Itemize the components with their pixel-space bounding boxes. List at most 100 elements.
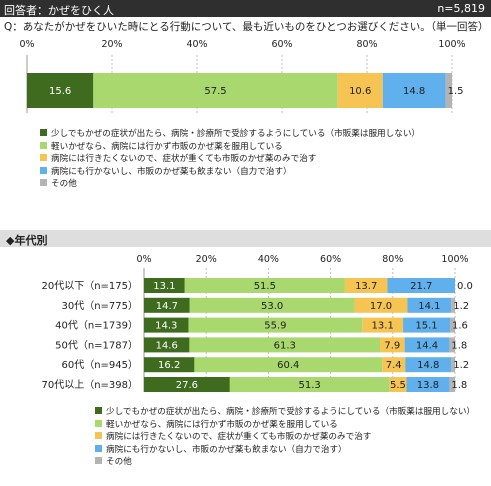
age-legend-label: その他 [106,457,132,467]
age-data-label: 13.8 [417,380,439,391]
age-tick-label: 100% [441,254,468,265]
age-data-label: 14.3 [155,321,177,332]
age-data-label: 1.8 [451,380,467,391]
total-tick-label: 80% [356,39,377,50]
total-bar-segment [27,73,94,108]
age-legend-label: 病院にも行かないし、市販のかぜ薬も飲まない（自力で治す） [106,444,347,455]
total-bar-segment [382,73,446,108]
age-bar-segment [344,278,388,293]
age-data-label: 17.0 [370,301,392,312]
age-bar-segment [184,278,345,293]
total-tick-label: 20% [101,39,122,50]
total-legend-item: その他 [40,178,420,191]
total-legend-label: その他 [51,179,77,189]
total-legend-item: 少しでもかぜの症状が出たら、病院・診療所で受診するようにしている（市販薬は服用し… [40,128,420,141]
total-tick-label: 40% [186,39,207,50]
age-bar-segment [389,377,407,392]
age-bar-segment [451,357,455,373]
age-row-label: 50代（n=1787） [55,339,138,351]
age-bar-segment [188,317,363,333]
total-legend-label: 病院には行きたくないので、症状が重くても市販のかぜ薬のみで治す [51,154,317,164]
age-data-label: 27.6 [176,380,198,391]
age-data-label: 53.0 [261,301,283,312]
age-legend-swatch [95,444,102,452]
age-bar-segment [451,297,455,313]
age-row-label: 30代（n=775） [61,300,138,312]
age-bar-segment [407,297,452,313]
age-bar-segment [229,377,390,392]
age-bar-segment [354,297,408,313]
section-title: ◆年代別 [6,234,48,247]
age-data-label: 51.5 [254,281,276,292]
age-data-label: 1.6 [452,321,468,332]
age-data-label: 14.6 [156,340,178,351]
age-legend-item: 軽いかぜなら、病院には行かず市販のかぜ薬を服用している [95,419,475,432]
total-data-label: 10.6 [349,86,371,97]
age-bar-segment [144,317,189,333]
age-data-label: 61.3 [274,340,296,351]
age-bar-segment [404,337,450,353]
age-bar-segment [144,357,195,373]
total-bar-segment [337,73,383,108]
age-row-label: 60代（n=945） [61,359,138,371]
age-bar-segment [362,317,404,333]
age-data-label: 7.4 [386,360,402,371]
age-data-label: 7.9 [384,340,400,351]
age-data-label: 14.8 [417,360,439,371]
total-data-label: 57.5 [204,86,226,97]
total-tick-label: 0% [19,39,34,50]
age-data-label: 13.7 [355,281,377,292]
age-bar-segment [449,337,455,353]
total-legend-swatch [40,179,47,186]
age-bar-segment [189,337,381,353]
age-bar-segment [387,278,455,293]
total-data-label: 1.5 [448,86,464,97]
age-tick-label: 20% [196,254,217,265]
age-legend-swatch [95,457,102,464]
age-bar-segment [144,297,190,313]
age-bar-segment [450,317,455,333]
sample-size: n=5,819 [437,2,485,15]
age-legend-swatch [95,419,102,427]
age-legend-item: 病院には行きたくないので、症状が重くても市販のかぜ薬のみで治す [95,431,475,444]
total-legend-label: 病院にも行かないし、市販のかぜ薬も飲まない（自力で治す） [51,166,292,177]
age-legend-label: 少しでもかぜの症状が出たら、病院・診療所で受診するようにしている（市販薬は服用し… [106,407,476,417]
age-data-label: 15.1 [415,321,437,332]
age-bar-segment [382,357,406,373]
age-legend-item: 病院にも行かないし、市販のかぜ薬も飲まない（自力で治す） [95,444,475,457]
total-bar-segment [93,73,338,108]
age-data-label: 14.1 [418,301,440,312]
age-data-label: 1.2 [453,301,469,312]
top-bar: 回答者：かぜをひく人 n=5,819 [0,0,491,17]
age-tick-label: 80% [382,254,403,265]
total-tick-label: 100% [438,39,465,50]
age-legend: 少しでもかぜの症状が出たら、病院・診療所で受診するようにしている（市販薬は服用し… [95,406,475,469]
total-data-label: 14.8 [403,86,425,97]
section-header: ◆年代別 [0,230,491,247]
total-bar-segment [445,73,452,108]
age-data-label: 1.2 [453,360,469,371]
age-legend-item: その他 [95,456,475,469]
respondents-label: 回答者：かぜをひく人 [4,4,114,17]
age-legend-label: 軽いかぜなら、病院には行かず市販のかぜ薬を服用している [106,419,338,430]
age-data-label: 16.2 [158,360,180,371]
age-bar-segment [406,377,450,392]
age-tick-label: 0% [136,254,151,265]
age-data-label: 0.0 [457,281,473,292]
age-bar-segment [403,317,451,333]
total-legend-label: 少しでもかぜの症状が出たら、病院・診療所で受診するようにしている（市販薬は服用し… [51,129,421,139]
total-legend-item: 病院にも行かないし、市販のかぜ薬も飲まない（自力で治す） [40,166,420,179]
age-row-label: 40代（n=1739） [55,320,138,332]
age-legend-label: 病院には行きたくないので、症状が重くても市販のかぜ薬のみで治す [106,432,372,442]
age-bar-segment [449,377,455,392]
age-legend-item: 少しでもかぜの症状が出たら、病院・診療所で受診するようにしている（市販薬は服用し… [95,406,475,419]
age-data-label: 13.1 [372,321,394,332]
question-text: Q：あなたがかぜをひいた時にとる行動について、最も近いものをひとつお選びください… [4,21,489,33]
age-data-label: 13.1 [153,281,175,292]
age-data-label: 14.4 [416,340,438,351]
age-chart: 0% 20% 40% 60% 80% 100% 20代以下（n=175） 13.1 51.5 13… [41,254,473,392]
age-tick-label: 40% [258,254,279,265]
age-bar-segment [194,357,383,373]
total-tick-label: 60% [271,39,292,50]
total-legend-item: 病院には行きたくないので、症状が重くても市販のかぜ薬のみで治す [40,153,420,166]
